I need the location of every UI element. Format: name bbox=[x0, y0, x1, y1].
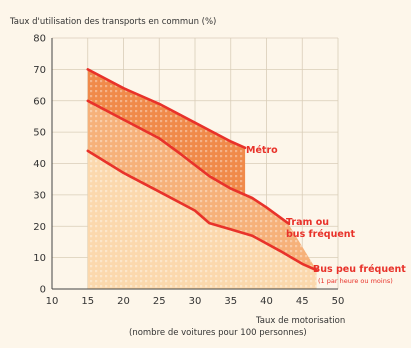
y-tick-label-70: 70 bbox=[33, 65, 46, 76]
x-tick-label-25: 25 bbox=[153, 296, 166, 307]
y-tick-label-50: 50 bbox=[33, 128, 46, 139]
annotation-tram-line2: bus fréquent bbox=[286, 229, 356, 240]
area-layer bbox=[87, 69, 317, 289]
y-tick-label-80: 80 bbox=[33, 34, 46, 45]
y-axis-title: Taux d'utilisation des transports en com… bbox=[9, 17, 216, 27]
annotation-bus-note: (1 par heure ou moins) bbox=[318, 277, 393, 285]
annotation-bus: Bus peu fréquent bbox=[313, 264, 406, 275]
x-tick-label-40: 40 bbox=[260, 296, 273, 307]
line-metro-upper bbox=[86, 68, 247, 150]
y-tick-label-20: 20 bbox=[33, 222, 46, 233]
x-tick-label-15: 15 bbox=[81, 296, 94, 307]
y-tick-label-30: 30 bbox=[33, 190, 46, 201]
x-axis-title-line2: (nombre de voitures pour 100 personnes) bbox=[129, 328, 307, 338]
line-layer bbox=[86, 68, 318, 272]
annotation-metro: Métro bbox=[246, 145, 278, 156]
line-bus bbox=[86, 149, 318, 272]
x-tick-label-10: 10 bbox=[46, 296, 59, 307]
x-tick-label-35: 35 bbox=[224, 296, 237, 307]
x-tick-label-45: 45 bbox=[296, 296, 309, 307]
y-tick-label-40: 40 bbox=[33, 159, 46, 170]
y-tick-label-0: 0 bbox=[40, 285, 46, 296]
x-axis-title-line1: Taux de motorisation bbox=[255, 316, 345, 326]
annotation-tram-line1: Tram ou bbox=[286, 217, 329, 228]
x-tick-label-30: 30 bbox=[189, 296, 202, 307]
x-tick-label-20: 20 bbox=[117, 296, 130, 307]
y-tick-label-60: 60 bbox=[33, 96, 46, 107]
area-tram-texture bbox=[87, 100, 317, 271]
line-tram-upper bbox=[86, 99, 290, 225]
axis-layer bbox=[51, 38, 338, 290]
y-tick-label-10: 10 bbox=[33, 253, 46, 264]
x-tick-label-50: 50 bbox=[332, 296, 345, 307]
area-metro-texture bbox=[87, 69, 246, 195]
